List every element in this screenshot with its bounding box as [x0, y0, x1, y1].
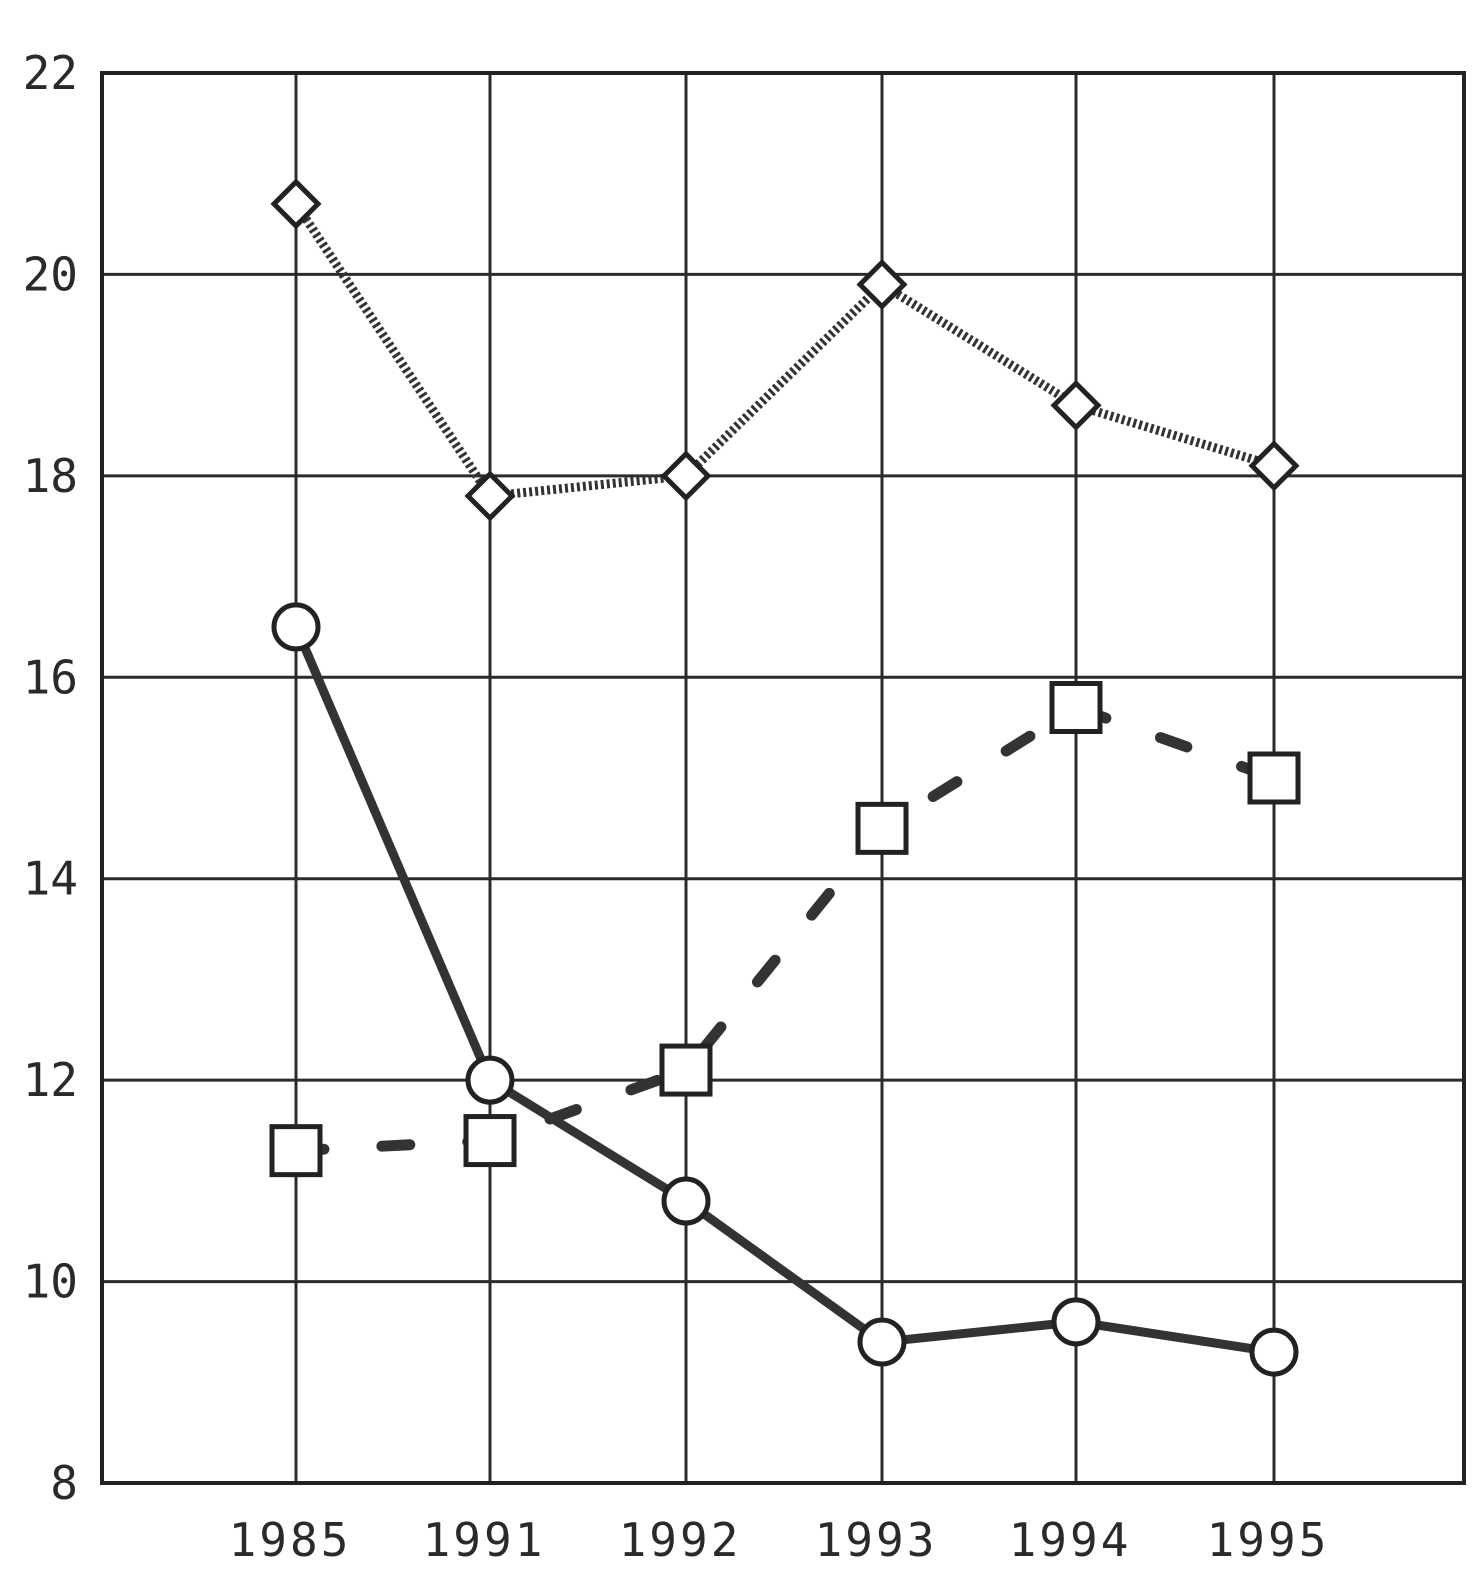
data-point-diamond	[270, 178, 322, 230]
series-diamond	[270, 178, 1300, 522]
data-point-diamond	[464, 470, 516, 522]
data-point-circle	[661, 1176, 711, 1226]
data-point-square	[269, 1124, 323, 1178]
data-point-circle	[271, 602, 321, 652]
plot-frame	[100, 71, 1466, 1485]
x-tick-label: 1992	[619, 1513, 742, 1567]
x-tick-label: 1994	[1009, 1513, 1132, 1567]
data-point-square	[1049, 681, 1103, 734]
y-tick-label: 22	[23, 46, 78, 100]
data-point-square	[463, 1114, 517, 1168]
series-layer	[269, 178, 1301, 1377]
data-point-square	[659, 1043, 713, 1097]
x-tick-label: 1993	[815, 1513, 938, 1567]
data-point-diamond	[1050, 379, 1102, 431]
x-tick-label: 1991	[423, 1513, 546, 1567]
y-tick-label: 8	[50, 1456, 78, 1510]
data-point-diamond	[660, 450, 712, 502]
y-tick-label: 16	[23, 650, 78, 704]
series-square	[269, 681, 1301, 1178]
series-circle	[271, 602, 1299, 1377]
y-tick-label: 12	[23, 1053, 78, 1107]
axis-labels: 8 10 12 14 16 18 20 22 1985 1991 1992 1993 1994 1995	[23, 46, 1330, 1567]
x-tick-label: 1985	[229, 1513, 352, 1567]
data-point-circle	[857, 1317, 907, 1367]
data-point-square	[1247, 751, 1301, 805]
data-point-diamond	[856, 258, 908, 311]
y-tick-label: 20	[23, 247, 78, 301]
data-point-circle	[465, 1055, 515, 1105]
y-tick-label: 10	[23, 1255, 78, 1309]
data-point-square	[855, 801, 909, 855]
data-point-circle	[1249, 1327, 1299, 1377]
series-line	[291, 625, 1275, 1357]
series-line	[290, 702, 1280, 1157]
data-point-circle	[1051, 1297, 1101, 1347]
x-tick-label: 1995	[1207, 1513, 1330, 1567]
data-point-diamond	[1248, 440, 1300, 492]
grid	[102, 73, 1464, 1483]
series-line	[292, 201, 1276, 501]
y-tick-label: 18	[23, 449, 78, 503]
y-tick-label: 14	[23, 852, 78, 906]
